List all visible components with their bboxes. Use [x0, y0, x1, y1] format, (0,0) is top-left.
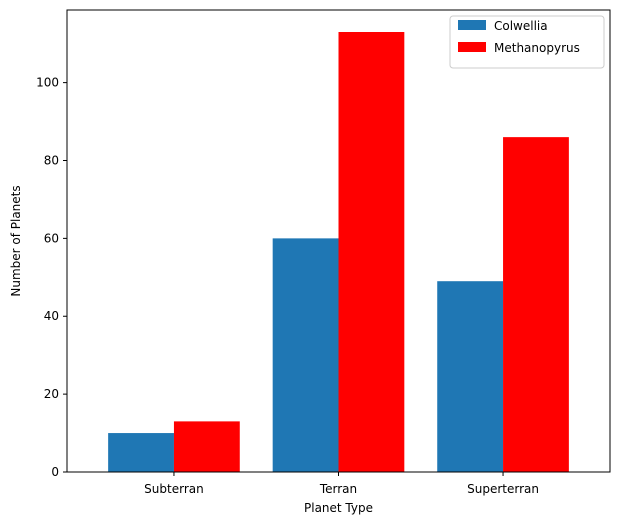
legend: Colwellia Methanopyrus	[449, 15, 605, 69]
legend-swatch-methanopyrus	[458, 42, 486, 52]
y-tick-label: 20	[44, 387, 59, 401]
legend-label-methanopyrus: Methanopyrus	[494, 41, 580, 55]
bars-group	[108, 32, 569, 472]
y-axis-label: Number of Planets	[9, 185, 23, 296]
y-axis-ticks: 0 20 40 60 80 100	[36, 76, 67, 479]
y-tick-label: 40	[44, 309, 59, 323]
bar-methanopyrus-subterran	[173, 421, 240, 472]
legend-frame	[449, 15, 605, 69]
bar-colwellia-superterran	[437, 281, 504, 472]
x-tick-label-subterran: Subterran	[144, 482, 204, 496]
legend-swatch-colwellia	[458, 20, 486, 30]
y-tick-label: 0	[51, 465, 59, 479]
legend-label-colwellia: Colwellia	[494, 19, 548, 33]
x-tick-label-terran: Terran	[319, 482, 357, 496]
y-tick-label: 80	[44, 153, 59, 167]
y-tick-label: 60	[44, 231, 59, 245]
plot-frame	[66, 9, 611, 473]
bar-colwellia-subterran	[108, 433, 174, 472]
bar-methanopyrus-superterran	[503, 137, 569, 472]
x-tick-label-superterran: Superterran	[467, 482, 539, 496]
bar-colwellia-terran	[272, 238, 339, 472]
bar-methanopyrus-terran	[338, 32, 405, 472]
x-axis-ticks: Subterran Terran Superterran	[144, 472, 539, 496]
y-tick-label: 100	[36, 76, 59, 90]
x-axis-label: Planet Type	[304, 501, 373, 515]
